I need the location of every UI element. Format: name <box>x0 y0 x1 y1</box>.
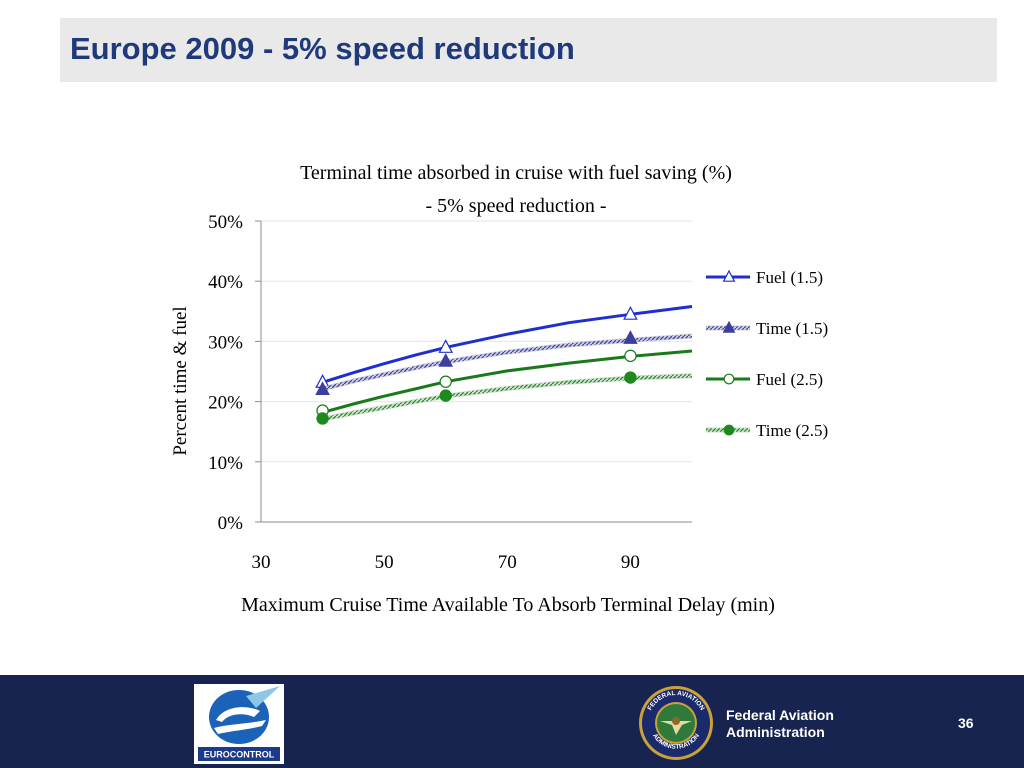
eurocontrol-logo: EUROCONTROL <box>194 684 284 764</box>
data-point <box>438 352 454 367</box>
data-point <box>623 306 638 320</box>
legend-swatch-marker <box>723 424 735 436</box>
x-tick-label: 50 <box>375 552 394 573</box>
legend-label: Fuel (2.5) <box>756 370 823 389</box>
plot-area: 0% 10% 20% 30% 40% 50% 30 50 70 90 <box>208 212 693 573</box>
series-line <box>322 334 693 391</box>
legend-swatch-marker <box>723 373 735 385</box>
y-tick-label: 40% <box>208 272 243 293</box>
data-point <box>315 381 330 396</box>
chart: Terminal time absorbed in cruise with fu… <box>170 162 828 616</box>
data-point <box>316 412 329 425</box>
x-tick-label: 30 <box>252 552 271 573</box>
legend-swatch-marker <box>722 320 736 333</box>
legend-label: Time (2.5) <box>756 421 828 440</box>
y-tick-label: 50% <box>208 212 243 233</box>
data-point <box>623 330 638 344</box>
faa-seal-logo: FEDERAL AVIATION ADMINISTRATION <box>639 686 713 760</box>
page-number: 36 <box>958 715 974 731</box>
data-point <box>624 371 637 384</box>
faa-name-line2: Administration <box>726 724 825 740</box>
data-point <box>624 349 637 363</box>
y-tick-label: 20% <box>208 393 243 414</box>
legend-label: Fuel (1.5) <box>756 268 823 287</box>
series-time-1-5 <box>315 330 693 396</box>
legend-swatch-marker <box>722 269 736 282</box>
eurocontrol-label: EUROCONTROL <box>204 750 275 760</box>
y-axis-label: Percent time & fuel <box>170 306 191 455</box>
faa-name: Federal Aviation Administration <box>726 707 834 741</box>
faa-name-line1: Federal Aviation <box>726 707 834 723</box>
legend-label: Time (1.5) <box>756 319 828 338</box>
series-fuel-2-5 <box>316 349 693 417</box>
data-point <box>438 339 454 353</box>
data-point <box>439 389 452 402</box>
legend-item-fuel-1-5: Fuel (1.5) <box>706 268 823 287</box>
data-point <box>439 375 452 388</box>
x-tick-label: 70 <box>498 552 517 573</box>
legend-item-time-1-5: Time (1.5) <box>706 319 828 338</box>
x-tick-label: 90 <box>621 552 640 573</box>
chart-subtitle: - 5% speed reduction - <box>425 195 606 217</box>
y-tick-label: 30% <box>208 332 243 353</box>
legend-item-fuel-2-5: Fuel (2.5) <box>706 370 823 389</box>
footer-bar <box>0 675 1024 768</box>
series-time-2-5 <box>316 371 693 425</box>
chart-title: Terminal time absorbed in cruise with fu… <box>300 162 732 184</box>
legend-item-time-2-5: Time (2.5) <box>706 421 828 440</box>
slide-title: Europe 2009 - 5% speed reduction <box>70 31 575 66</box>
series-line <box>322 349 693 414</box>
x-axis-label: Maximum Cruise Time Available To Absorb … <box>241 594 775 616</box>
title-bar: Europe 2009 - 5% speed reduction <box>60 18 997 82</box>
series-line-edge <box>321 333 693 392</box>
legend: Fuel (1.5) Time (1.5) Fuel (2.5) Time (2.5) <box>706 268 828 440</box>
y-tick-label: 10% <box>208 453 243 474</box>
y-tick-label: 0% <box>218 513 244 534</box>
